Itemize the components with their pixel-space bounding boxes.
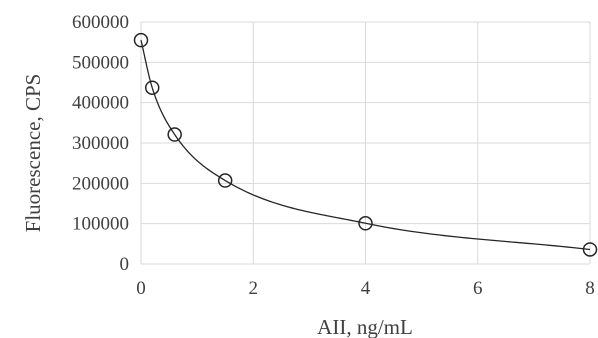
data-point xyxy=(358,216,373,231)
data-point xyxy=(217,173,233,188)
x-tick-label: 6 xyxy=(473,278,483,299)
data-point xyxy=(144,80,160,95)
x-axis-title: AII, ng/mL xyxy=(317,315,413,338)
gridlines xyxy=(140,21,591,265)
data-points xyxy=(133,32,598,257)
y-tick-label: 100000 xyxy=(72,214,129,235)
y-tick-label: 600000 xyxy=(72,12,129,33)
y-tick-label: 400000 xyxy=(72,93,129,114)
y-axis-title: Fluorescence, CPS xyxy=(21,74,45,233)
data-point xyxy=(133,32,149,48)
x-tick-label: 2 xyxy=(249,278,259,299)
x-tick-label: 8 xyxy=(585,278,595,299)
y-tick-label: 0 xyxy=(120,254,130,275)
tick-labels: 0 100000 200000 300000 400000 500000 600000 0 2 4… xyxy=(72,12,595,299)
data-point xyxy=(582,242,598,257)
x-tick-label: 4 xyxy=(361,278,371,299)
y-tick-label: 200000 xyxy=(72,173,129,194)
data-point xyxy=(167,127,182,142)
x-tick-label: 0 xyxy=(136,278,146,299)
y-tick-label: 500000 xyxy=(72,52,129,73)
y-tick-label: 300000 xyxy=(72,133,129,154)
